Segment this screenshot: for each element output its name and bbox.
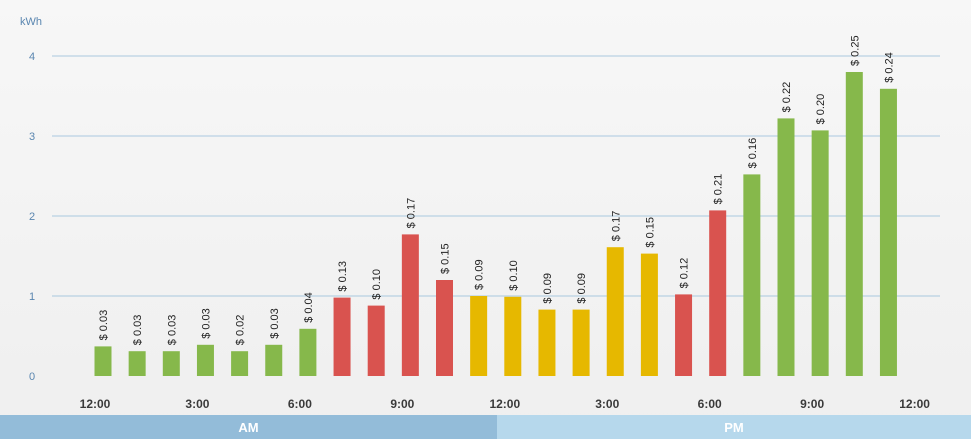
bar (709, 210, 727, 376)
bar (162, 351, 180, 376)
y-tick-label: 4 (29, 51, 35, 63)
bar (504, 296, 522, 376)
bar (436, 280, 453, 376)
bar-cost-label: $ 0.03 (166, 315, 178, 346)
bar-cost-label: $ 0.17 (610, 211, 622, 242)
x-tick-label: 9:00 (800, 397, 824, 411)
bar-cost-label: $ 0.15 (644, 217, 656, 248)
bar-cost-label: $ 0.20 (815, 94, 827, 125)
bar (299, 328, 317, 376)
bar-cost-label: $ 0.03 (269, 308, 281, 339)
bar (333, 297, 351, 376)
bar (94, 346, 112, 376)
bar-cost-label: $ 0.02 (235, 315, 247, 346)
period-am-label: AM (238, 419, 259, 435)
bar-cost-label: $ 0.03 (200, 308, 212, 339)
bar (675, 294, 693, 376)
bar (128, 351, 146, 376)
x-tick-label: 12:00 (899, 397, 930, 411)
period-pm-label: PM (724, 419, 744, 435)
bar (470, 296, 488, 376)
bar (777, 118, 795, 377)
bar-cost-label: $ 0.09 (474, 259, 486, 290)
bar (743, 174, 761, 376)
bar-cost-label: $ 0.24 (883, 52, 895, 83)
bar-cost-label: $ 0.25 (849, 35, 861, 66)
bar (231, 351, 249, 376)
period-pm-band: PM (497, 415, 971, 439)
bar-cost-label: $ 0.04 (303, 292, 315, 323)
x-tick-label: 3:00 (595, 397, 619, 411)
bar (811, 130, 829, 376)
bar (367, 305, 385, 376)
bar-cost-label: $ 0.13 (337, 261, 349, 292)
y-tick-label: 0 (29, 371, 35, 383)
bar-cost-label: $ 0.09 (542, 273, 554, 304)
bar (401, 234, 419, 376)
bar-cost-label: $ 0.22 (781, 82, 793, 113)
bar-cost-label: $ 0.10 (371, 269, 383, 300)
bar (845, 72, 863, 376)
bar-cost-label: $ 0.17 (405, 198, 417, 229)
bar (196, 344, 214, 376)
bar-cost-label: $ 0.12 (679, 258, 691, 289)
y-tick-label: 3 (29, 131, 35, 143)
usage-chart: kWh 0 1 2 3 4 $ 0.03 $ 0.03 $ 0.03 $ 0.03 $ 0.02 $ … (20, 16, 940, 411)
bar (640, 253, 658, 376)
bar (572, 309, 590, 376)
bar (606, 247, 624, 376)
x-tick-label: 12:00 (489, 397, 520, 411)
bar (879, 88, 897, 377)
bar-cost-label: $ 0.15 (440, 243, 452, 274)
bar (265, 344, 283, 376)
y-axis-unit-label: kWh (20, 16, 42, 28)
x-tick-label: 6:00 (698, 397, 722, 411)
x-tick-label: 6:00 (288, 397, 312, 411)
y-tick-label: 1 (29, 291, 35, 303)
y-tick-label: 2 (29, 211, 35, 223)
x-tick-label: 12:00 (80, 397, 111, 411)
bar (538, 309, 556, 376)
bar-cost-label: $ 0.03 (132, 315, 144, 346)
bar-cost-label: $ 0.09 (576, 273, 588, 304)
bar-cost-label: $ 0.03 (98, 310, 110, 341)
bar-cost-label: $ 0.16 (747, 138, 759, 169)
bar-cost-label: $ 0.10 (508, 260, 520, 291)
x-tick-label: 9:00 (390, 397, 414, 411)
bar-cost-label: $ 0.21 (713, 174, 725, 205)
x-tick-label: 3:00 (185, 397, 209, 411)
period-am-band: AM (0, 415, 497, 439)
